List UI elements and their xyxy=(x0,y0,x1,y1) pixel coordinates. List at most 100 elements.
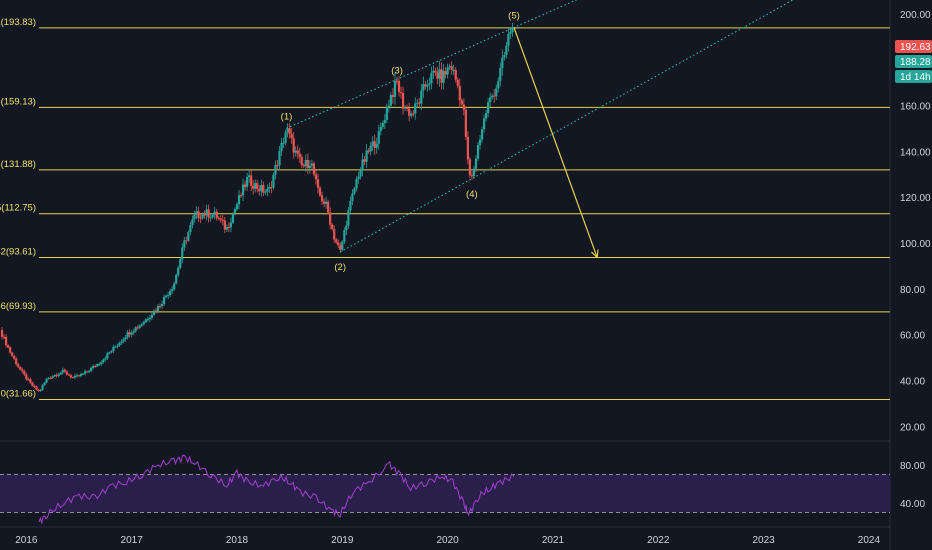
candle-body xyxy=(126,332,129,338)
drawings-layer[interactable]: (1) (2) (3) (4) (5) xyxy=(281,0,890,273)
candle-body xyxy=(21,369,24,372)
candle-body xyxy=(223,220,226,230)
candle-body xyxy=(345,225,348,231)
candle-body xyxy=(460,100,463,105)
wave-label: (3) xyxy=(391,66,403,77)
candle-body xyxy=(318,187,322,196)
candle-body xyxy=(389,95,393,106)
candle-body xyxy=(25,374,28,380)
candle-body xyxy=(59,372,62,375)
candle-body xyxy=(225,226,228,230)
candle-body xyxy=(79,374,83,376)
candle-body xyxy=(160,303,164,307)
candle-body xyxy=(298,153,301,158)
projection-arrowhead xyxy=(596,249,599,258)
candle-body xyxy=(369,145,372,152)
candle-body xyxy=(470,175,474,177)
candle-body xyxy=(476,145,480,159)
candle-body xyxy=(266,188,269,192)
grid-layer xyxy=(0,0,891,550)
candle-body xyxy=(264,191,267,193)
candle-body xyxy=(201,213,204,219)
fib-level-label: 0.382(93.61) xyxy=(0,247,36,258)
candle-body xyxy=(229,222,233,228)
candle-body xyxy=(278,150,281,166)
candle-body xyxy=(254,183,257,189)
candle-body xyxy=(231,213,235,223)
candle-body xyxy=(4,336,8,346)
candle-body xyxy=(185,240,188,242)
candle-body xyxy=(23,371,26,375)
candle-body xyxy=(487,102,490,113)
time-tick-label: 2021 xyxy=(542,535,565,546)
candle-body xyxy=(485,112,488,119)
candle-body xyxy=(401,93,405,109)
candle-body xyxy=(27,379,30,381)
candle-body xyxy=(193,214,196,220)
candle-body xyxy=(288,128,291,134)
candle-body xyxy=(489,97,492,103)
fib-level-label: 1(193.83) xyxy=(0,17,36,28)
candle-body xyxy=(286,128,289,133)
candle-body xyxy=(61,369,64,373)
time-tick-label: 2020 xyxy=(437,535,460,546)
candle-body xyxy=(75,375,79,377)
candle-body xyxy=(509,32,512,35)
candle-body xyxy=(187,232,190,241)
candle-body xyxy=(294,150,297,153)
candle-body xyxy=(148,317,151,320)
projection-arrow[interactable] xyxy=(513,27,598,258)
candle-body xyxy=(73,376,77,378)
candle-body xyxy=(418,102,421,104)
candle-body xyxy=(272,174,275,188)
candle-body xyxy=(96,364,99,367)
candle-body xyxy=(381,123,384,127)
candle-body xyxy=(280,143,283,151)
candle-body xyxy=(102,359,105,363)
fib-retracement[interactable]: 1(193.83) 0.786(159.13) 0.618(131.88) 0.5(1… xyxy=(0,17,890,401)
projection-arrowhead xyxy=(591,251,598,258)
candle-body xyxy=(203,213,206,216)
candle-body xyxy=(383,119,386,124)
candle-body xyxy=(403,107,407,109)
candle-body xyxy=(450,66,453,70)
candle-body xyxy=(92,365,95,368)
candle-body xyxy=(424,84,427,87)
candle-body xyxy=(108,352,111,354)
candle-body xyxy=(357,176,360,180)
rsi-band xyxy=(0,474,890,513)
candle-body xyxy=(140,324,143,326)
price-tags: 192.63 188.28 1d 14h xyxy=(895,40,932,83)
candle-body xyxy=(397,80,401,93)
candle-body xyxy=(94,365,97,367)
candle-body xyxy=(440,69,443,83)
candle-body xyxy=(399,92,403,94)
candle-body xyxy=(322,201,326,204)
candle-body xyxy=(17,364,20,367)
candle-body xyxy=(282,142,285,144)
candle-body xyxy=(152,310,156,315)
candle-body xyxy=(420,90,423,104)
candle-body xyxy=(90,367,93,372)
price-tick-label: 20.00 xyxy=(900,422,925,433)
wave-label: (2) xyxy=(334,262,346,273)
candle-body xyxy=(179,259,182,268)
candle-body xyxy=(13,355,16,359)
candle-body xyxy=(146,319,149,321)
candle-body xyxy=(221,219,224,221)
candle-body xyxy=(250,175,253,186)
candle-body xyxy=(339,245,342,250)
time-tick-label: 2016 xyxy=(15,535,38,546)
candle-body xyxy=(456,79,459,86)
candle-body xyxy=(35,386,38,390)
candle-body xyxy=(43,382,46,386)
candle-body xyxy=(414,103,417,114)
wave-label: (4) xyxy=(466,189,478,200)
trend-channel-line[interactable] xyxy=(339,0,890,253)
candle-body xyxy=(452,69,455,71)
candle-body xyxy=(428,83,431,85)
candle-body xyxy=(171,289,174,291)
price-tick-label: 120.00 xyxy=(900,193,931,204)
candle-body xyxy=(124,337,127,340)
